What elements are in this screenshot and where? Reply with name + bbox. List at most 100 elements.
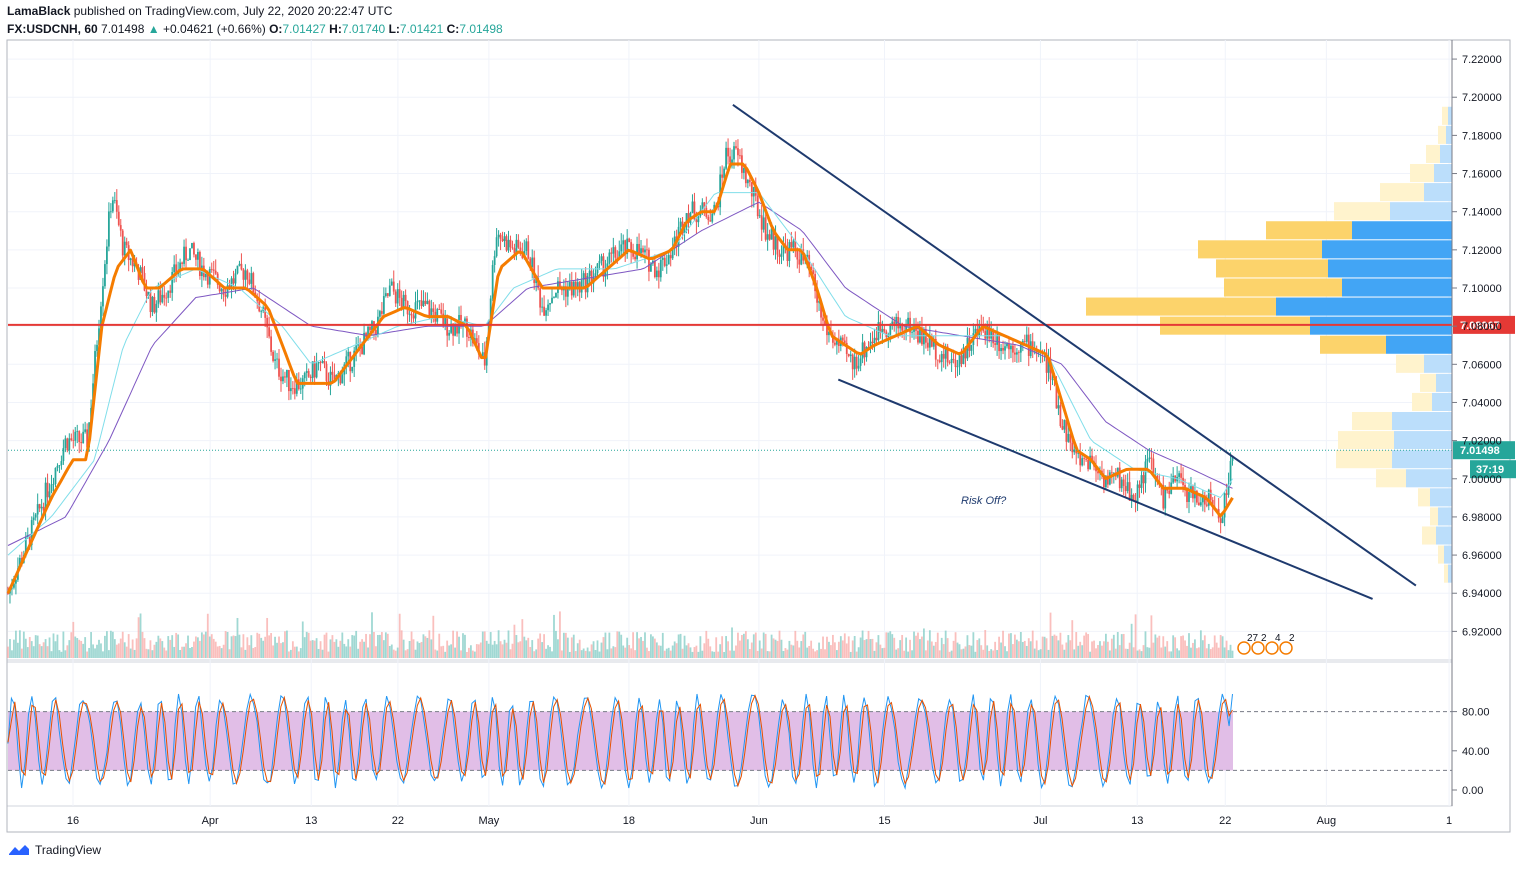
tradingview-footer[interactable]: TradingView [7,843,101,857]
candle-body [82,431,85,444]
candle-body [907,317,909,326]
volume-bar [1055,635,1058,658]
candle-body [159,290,162,303]
stochastic-pane[interactable] [7,692,1452,790]
candle-body [62,447,65,462]
volume-profile-up-bar [1410,164,1434,183]
volume-bar [1116,632,1119,658]
volume-bar [38,644,41,658]
risk-off-annotation: Risk Off? [961,495,1007,507]
candle-body [286,369,288,378]
candle-body [1166,489,1169,491]
volume-bar [68,640,71,658]
candle-body [331,371,334,375]
candle-body [525,241,528,251]
candle-body [489,298,492,321]
candle-body [1021,341,1024,343]
volume-bar [284,631,286,658]
current-price-tag [1453,441,1515,460]
economic-event-icon [1265,641,1279,655]
high-label: H: [329,22,342,36]
volume-bar [1192,642,1194,658]
volume-bar [106,631,108,658]
volume-profile-up-bar [1266,221,1352,240]
volume-bar [165,650,168,658]
volume-bar [104,635,106,658]
candle-body [420,300,423,307]
candle-body [911,331,913,333]
candle-body [1168,490,1171,494]
volume-bar [913,631,915,658]
volume-bar [183,646,185,658]
candle-body [70,438,73,440]
volume-bar [1229,644,1232,658]
candle-body [826,325,828,336]
candle-body [1199,502,1202,506]
volume-bar [238,634,241,658]
volume-profile-down-bar [1386,335,1452,354]
volume-bar [750,642,753,658]
volume-bar [804,631,807,658]
volume-bar [776,640,779,658]
volume-bar [972,632,975,658]
volume-bar [802,634,805,658]
volume-bar [82,643,85,658]
candle-body [640,248,642,254]
volume-bar [430,639,433,658]
volume-bar [169,639,172,658]
volume-profile-down-bar [1392,412,1452,431]
candle-body [624,240,627,255]
volume-bar [264,636,267,658]
volume-bar [899,640,902,658]
volume-bar [390,644,393,658]
volume-bar [744,631,747,658]
volume-bar [422,634,425,658]
volume-profile-up-bar [1412,392,1432,411]
candle-body [1097,471,1099,474]
candle-body [422,300,425,307]
price-tick-label: 7.00000 [1462,474,1502,486]
volume-bar [1077,645,1080,658]
candle-body [1057,405,1060,409]
volume-bar [887,632,890,658]
volume-bar [359,641,362,658]
candle-body [74,431,77,441]
volume-bar [193,641,195,658]
volume-profile-up-bar [1438,545,1444,564]
volume-bar [212,638,215,658]
volume-bar [250,635,253,658]
candle-body [887,334,890,338]
candle-body [614,247,617,258]
candle-body [1033,351,1036,353]
candle-body [1122,479,1125,486]
volume-bar [222,644,225,658]
volume-bar [857,647,860,658]
volume-profile [1086,106,1452,583]
volume-bar [1190,647,1192,658]
volume-bar [632,632,635,658]
candle-body [1031,341,1034,352]
event-marker-count: 27 [1247,633,1259,644]
volume-bar [1162,636,1165,658]
volume-bar [653,638,656,658]
volume-bar [485,640,488,658]
volume-bar [1019,631,1022,658]
candle-body [157,290,160,304]
volume-bar [1176,648,1179,658]
publisher-name[interactable]: LamaBlack [7,4,71,18]
volume-bar [100,643,102,658]
volume-bar [1136,650,1139,658]
volume-bar [543,634,545,658]
volume-profile-up-bar [1216,259,1328,278]
candle-body [307,371,310,377]
candle-body [248,279,251,284]
volume-bar [1023,640,1026,658]
candle-body [311,361,314,379]
candle-body [238,263,241,266]
volume-bar [1029,641,1032,658]
volume-bar [341,632,344,658]
candle-body [119,225,122,231]
candle-body [628,238,631,243]
